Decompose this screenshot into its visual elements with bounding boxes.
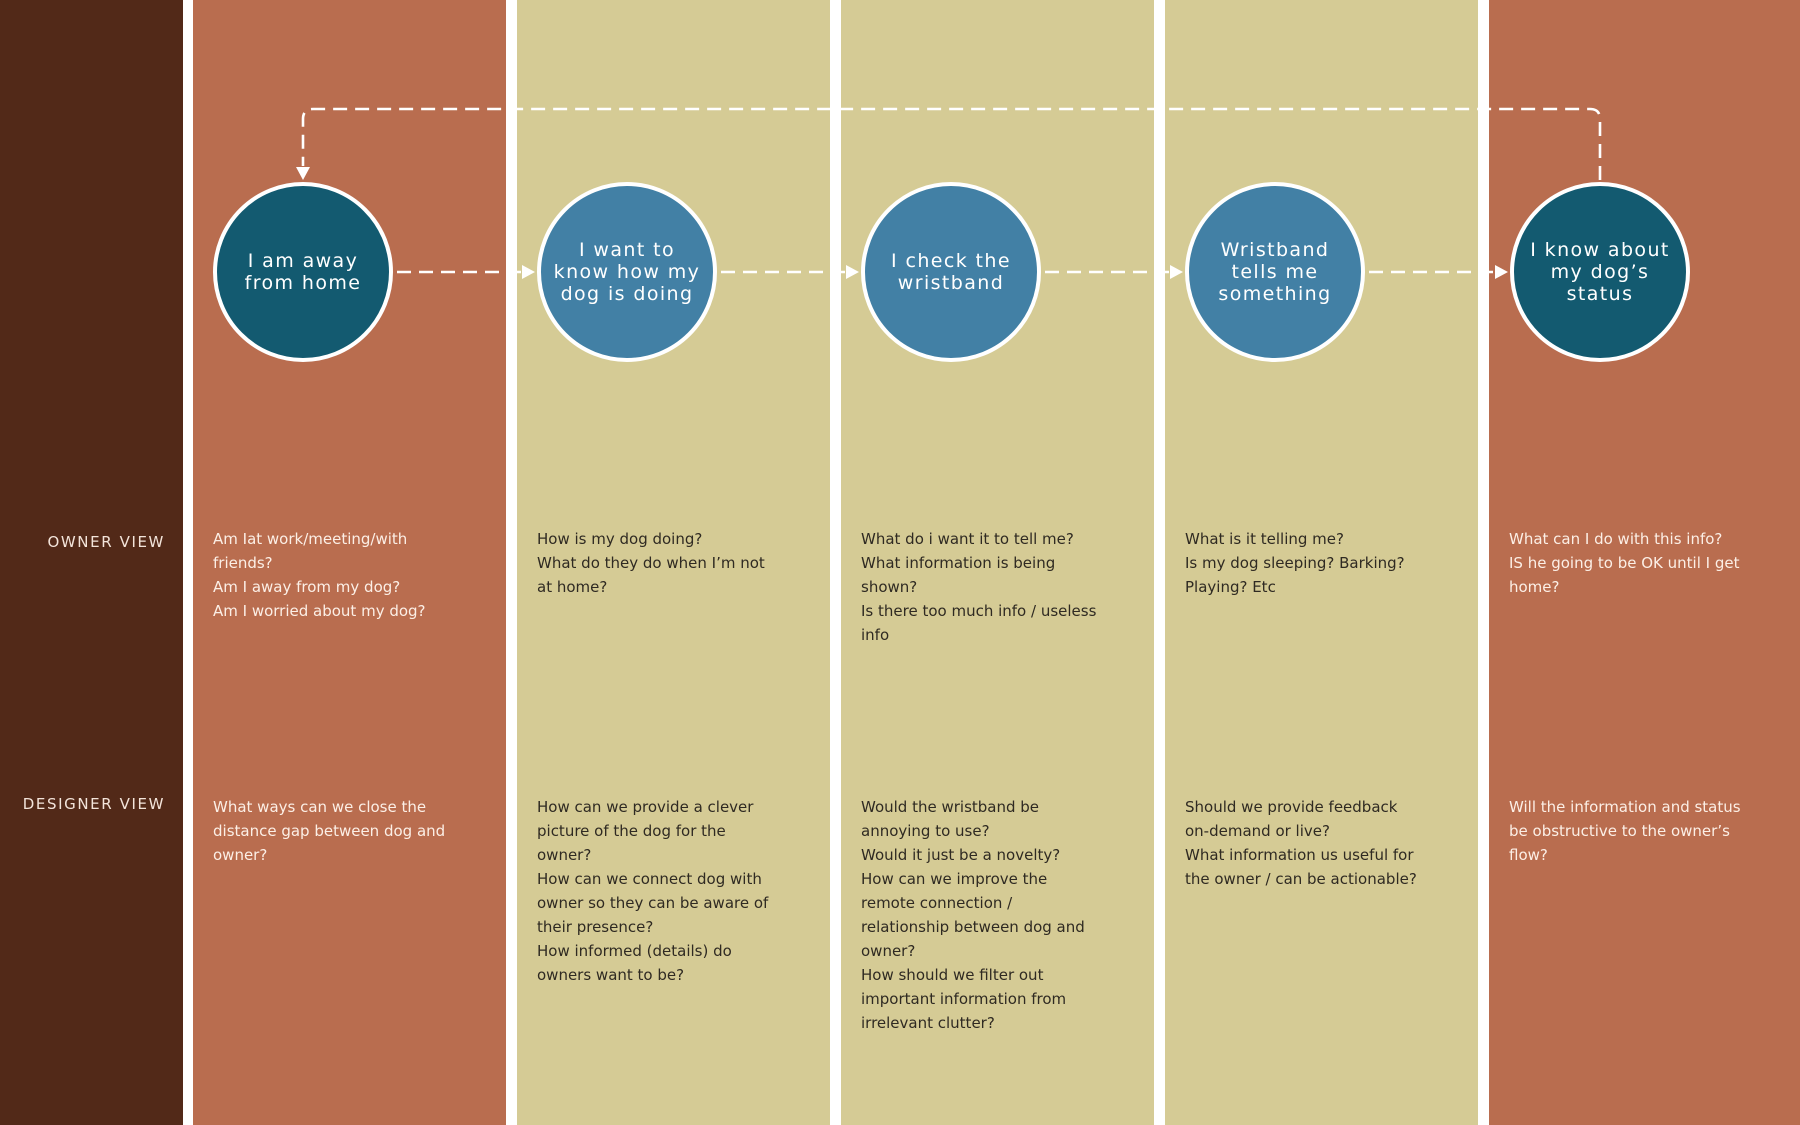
- designer-view-line: remote connection /: [861, 894, 1013, 912]
- owner-view-line: What is it telling me?: [1185, 530, 1344, 548]
- designer-view-label: DESIGNER VIEW: [22, 795, 165, 813]
- stage-node-label-line: my dog’s: [1550, 261, 1650, 283]
- designer-view-line: How should we filter out: [861, 966, 1044, 984]
- designer-view-line: their presence?: [537, 918, 654, 936]
- designer-view-line: relationship between dog and: [861, 918, 1085, 936]
- stage-node-label-line: know how my: [553, 261, 701, 283]
- stage-node-label-line: I want to: [578, 239, 676, 261]
- stage-node-label-line: something: [1218, 283, 1332, 305]
- owner-view-text-4: What is it telling me? Is my dog sleeping…: [1185, 527, 1464, 599]
- designer-view-line: How can we connect dog with: [537, 870, 762, 888]
- stage-node-2: I want to know how my dog is doing: [537, 182, 717, 362]
- stage-node-label: I am away from home: [245, 250, 362, 294]
- designer-view-text-2: How can we provide a clever picture of th…: [537, 795, 816, 987]
- owner-view-line: friends?: [213, 554, 273, 572]
- designer-view-line: the owner / can be actionable?: [1185, 870, 1417, 888]
- owner-view-line: How is my dog doing?: [537, 530, 703, 548]
- owner-view-line: Am Iat work/meeting/with: [213, 530, 408, 548]
- designer-view-line: owner?: [213, 846, 268, 864]
- designer-view-line: What information us useful for: [1185, 846, 1414, 864]
- stage-column-2: How is my dog doing? What do they do when…: [517, 0, 830, 1125]
- designer-view-line: owner?: [537, 846, 592, 864]
- owner-view-line: Is there too much info / useless: [861, 602, 1097, 620]
- stage-node-label: I want to know how my dog is doing: [554, 239, 701, 305]
- stage-node-label-line: status: [1566, 283, 1634, 305]
- designer-view-line: annoying to use?: [861, 822, 990, 840]
- owner-view-line: What do i want it to tell me?: [861, 530, 1074, 548]
- designer-view-line: Will the information and status: [1509, 798, 1741, 816]
- stage-node-label-line: Wristband: [1220, 239, 1330, 261]
- stage-node-label-line: I am away: [247, 250, 359, 272]
- owner-view-text-2: How is my dog doing? What do they do when…: [537, 527, 816, 599]
- designer-view-line: flow?: [1509, 846, 1548, 864]
- designer-view-line: Would it just be a novelty?: [861, 846, 1061, 864]
- designer-view-line: Should we provide feedback: [1185, 798, 1398, 816]
- designer-view-line: owners want to be?: [537, 966, 685, 984]
- arrow-head-icon: [522, 265, 535, 279]
- owner-view-line: info: [861, 626, 890, 644]
- arrow-head-icon: [296, 167, 310, 180]
- stage-node-5: I know about my dog’s status: [1510, 182, 1690, 362]
- stage-column-4: What is it telling me? Is my dog sleeping…: [1165, 0, 1478, 1125]
- stage-node-label: I check the wristband: [891, 250, 1011, 294]
- stage-node-4: Wristband tells me something: [1185, 182, 1365, 362]
- stage-node-3: I check the wristband: [861, 182, 1041, 362]
- designer-view-text-3: Would the wristband be annoying to use? Wo…: [861, 795, 1140, 1035]
- stage-node-label: Wristband tells me something: [1218, 239, 1331, 305]
- owner-view-line: Am I worried about my dog?: [213, 602, 426, 620]
- designer-view-text-5: Will the information and status be obstru…: [1509, 795, 1788, 867]
- stage-node-label: I know about my dog’s status: [1530, 239, 1670, 305]
- designer-view-line: irrelevant clutter?: [861, 1014, 995, 1032]
- designer-view-line: important information from: [861, 990, 1067, 1008]
- designer-view-line: owner so they can be aware of: [537, 894, 769, 912]
- owner-view-line: shown?: [861, 578, 918, 596]
- designer-view-line: How can we provide a clever: [537, 798, 754, 816]
- designer-view-line: owner?: [861, 942, 916, 960]
- stage-column-5: What can I do with this info? IS he going…: [1489, 0, 1800, 1125]
- designer-view-line: picture of the dog for the: [537, 822, 726, 840]
- owner-view-line: What do they do when I’m not: [537, 554, 765, 572]
- stage-node-label-line: from home: [244, 272, 362, 294]
- stage-node-label-line: tells me: [1231, 261, 1319, 283]
- owner-view-line: home?: [1509, 578, 1560, 596]
- owner-view-line: What information is being: [861, 554, 1056, 572]
- designer-view-line: be obstructive to the owner’s: [1509, 822, 1730, 840]
- stage-node-label-line: wristband: [897, 272, 1005, 294]
- designer-view-line: What ways can we close the: [213, 798, 427, 816]
- owner-view-line: Am I away from my dog?: [213, 578, 401, 596]
- owner-view-text-1: Am Iat work/meeting/with friends? Am I awa…: [213, 527, 492, 623]
- arrow-head-icon: [1170, 265, 1183, 279]
- stage-column-1: Am Iat work/meeting/with friends? Am I awa…: [193, 0, 506, 1125]
- loop-back-connector: [301, 107, 1602, 180]
- designer-view-line: on-demand or live?: [1185, 822, 1330, 840]
- stage-node-label-line: I check the: [891, 250, 1011, 272]
- designer-view-line: How informed (details) do: [537, 942, 732, 960]
- owner-view-line: at home?: [537, 578, 608, 596]
- owner-view-line: Playing? Etc: [1185, 578, 1276, 596]
- designer-view-text-1: What ways can we close the distance gap b…: [213, 795, 492, 867]
- owner-view-line: What can I do with this info?: [1509, 530, 1723, 548]
- owner-view-label: OWNER VIEW: [47, 533, 165, 551]
- stage-node-label-line: dog is doing: [560, 283, 694, 305]
- stage-node-1: I am away from home: [213, 182, 393, 362]
- designer-view-text-4: Should we provide feedback on-demand or l…: [1185, 795, 1464, 891]
- owner-view-text-3: What do i want it to tell me? What inform…: [861, 527, 1140, 647]
- designer-view-line: distance gap between dog and: [213, 822, 446, 840]
- designer-view-line: How can we improve the: [861, 870, 1048, 888]
- stage-column-3: What do i want it to tell me? What inform…: [841, 0, 1154, 1125]
- row-label-column: OWNER VIEW DESIGNER VIEW: [0, 0, 183, 1125]
- owner-view-line: Is my dog sleeping? Barking?: [1185, 554, 1405, 572]
- designer-view-line: Would the wristband be: [861, 798, 1040, 816]
- arrow-head-icon: [846, 265, 859, 279]
- arrow-head-icon: [1495, 265, 1508, 279]
- owner-view-text-5: What can I do with this info? IS he going…: [1509, 527, 1788, 599]
- stage-node-label-line: I know about: [1530, 239, 1670, 261]
- owner-view-line: IS he going to be OK until I get: [1509, 554, 1740, 572]
